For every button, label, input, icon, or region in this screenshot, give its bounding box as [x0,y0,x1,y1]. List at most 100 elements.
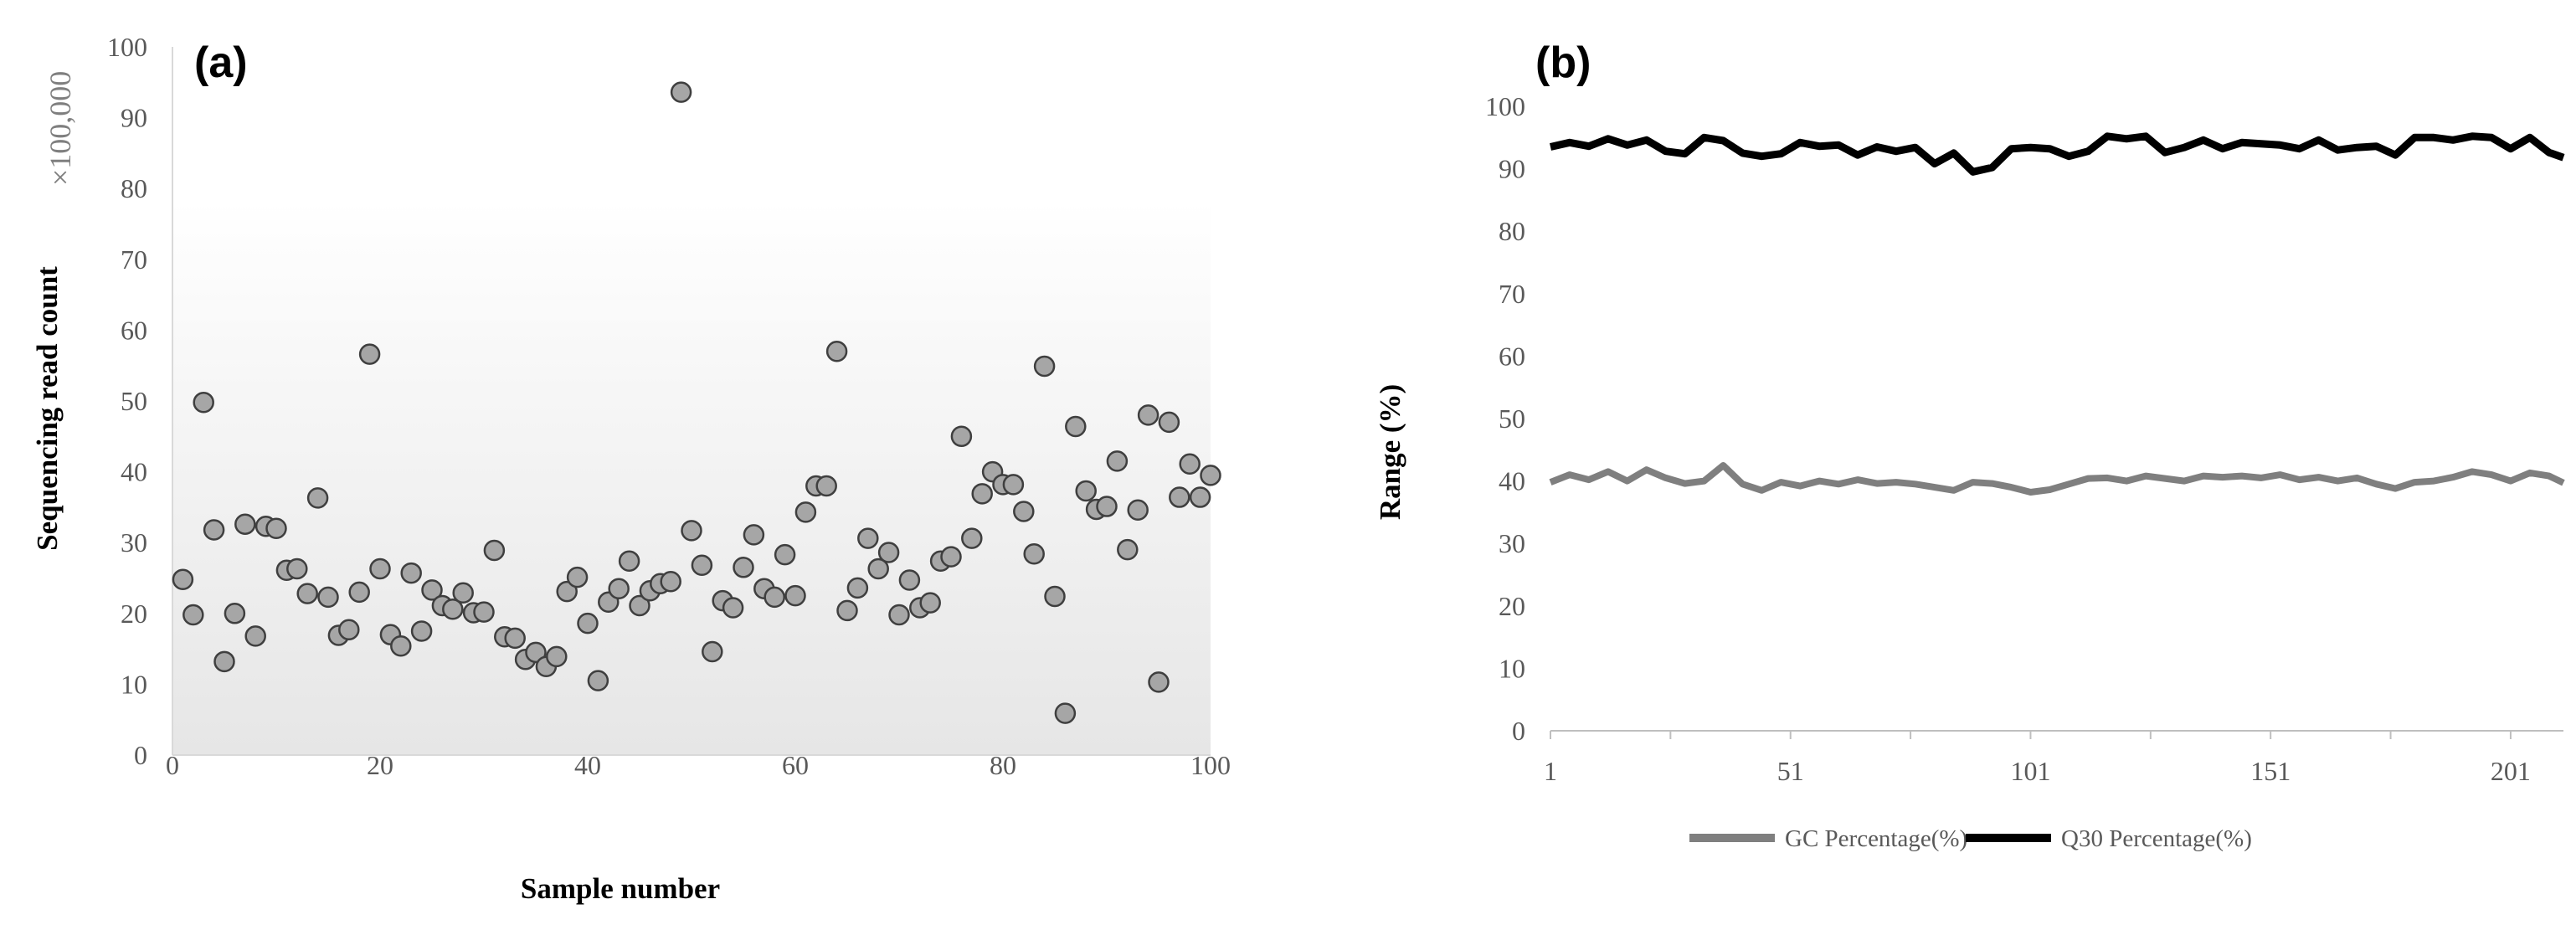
scatter-point [1002,474,1025,496]
scatter-point [836,599,858,622]
scatter-point [846,577,869,599]
panel-a-y-tick-label: 60 [121,315,147,345]
scatter-point [784,584,806,607]
scatter-point [691,554,713,577]
scatter-point [183,604,204,626]
legend-label-q30: Q30 Percentage(%) [2061,825,2252,852]
scatter-point [296,583,318,604]
scatter-point [764,586,785,609]
panel-a-x-tick-label: 100 [1190,750,1231,780]
scatter-point [702,640,723,663]
scatter-point [733,557,754,578]
scatter-point [265,517,287,540]
panel-b-y-tick-label: 90 [1499,154,1525,184]
scatter-point [483,539,506,562]
scatter-point [400,562,422,584]
panel-a-x-tick-label: 80 [990,750,1016,780]
scatter-point [1096,496,1118,517]
scatter-point [203,519,225,541]
scatter-point [961,527,983,549]
scatter-point [286,557,308,580]
panel-b-y-tick-label: 20 [1499,591,1525,621]
scatter-point [566,566,589,588]
panel-b-y-tick-label: 80 [1499,216,1525,246]
scatter-point [1158,411,1180,434]
scatter-point [193,391,214,414]
panel-b-x-tick-label: 51 [1777,756,1804,786]
scatter-point [794,501,817,523]
scatter-point [369,557,391,580]
legend-label-gc: GC Percentage(%) [1785,825,1967,852]
scatter-point [950,425,973,448]
scatter-point [608,578,630,599]
scatter-point [338,619,360,641]
panel-b-y-tick-label: 100 [1485,91,1525,121]
scatter-point [877,542,900,563]
scatter-point [1033,355,1056,378]
panel-a-label: (a) [194,39,248,87]
scatter-point [857,527,879,549]
scatter-point [1179,453,1201,475]
panel-a-y-tick-label: 50 [121,386,147,416]
panel-a-y-tick-label: 70 [121,244,147,275]
scatter-point [1023,542,1045,565]
panel-b-y-tick-label: 10 [1499,653,1525,683]
panel-a-y-axis-title: Sequencing read count [31,266,64,551]
panel-a-x-axis-title: Sample number [521,872,720,905]
scatter-point [1044,585,1066,608]
scatter-point [1075,480,1097,502]
scatter-point [556,580,578,603]
panel-a-axes: 0 10 20 30 40 50 60 70 80 90 100 0 20 40 60 80 100 [107,32,1231,780]
scatter-point [546,645,568,668]
panel-b-y-tick-label: 50 [1499,403,1525,434]
panel-a-y-tick-label: 0 [134,740,147,770]
panel-b-x-tick-label: 151 [2250,756,2291,786]
scatter-point [774,543,796,566]
scatter-point [722,597,744,619]
scatter-point [1137,404,1159,426]
panel-b-y-tick-label: 30 [1499,528,1525,558]
scatter-point [317,586,339,609]
scatter-point [421,579,443,601]
panel-a-y-tick-label: 20 [121,599,147,629]
panel-b-y-tick-label: 70 [1499,279,1525,309]
scatter-point [1106,450,1129,472]
panel-b-legend: GC Percentage(%) Q30 Percentage(%) [1689,825,2252,852]
scatter-point [224,603,246,624]
panel-b-lines [1549,132,2565,496]
scatter-point [681,520,702,542]
gc-percentage-line [1549,462,2565,496]
scatter-point [629,594,650,617]
scatter-point [504,627,526,650]
panel-a-x-tick-label: 20 [367,750,393,780]
scatter-point [410,620,433,642]
scatter-point [577,612,599,635]
panel-a-x-tick-label: 60 [782,750,809,780]
scatter-point [587,670,609,691]
panel-a-unit-label: ×100,000 [44,71,77,186]
panel-b-x-tick-label: 1 [1544,756,1557,786]
scatter-point [172,568,194,590]
scatter-point [618,550,640,572]
scatter-point [1148,671,1170,693]
panel-b-x-tick-label: 201 [2491,756,2531,786]
scatter-point [525,641,547,664]
scatter-point [888,604,910,626]
panel-b-x-tick-label: 101 [2010,756,2050,786]
scatter-point [244,625,266,647]
scatter-point [743,524,765,546]
panel-a-y-tick-label: 40 [121,457,147,487]
scatter-point [670,81,692,103]
scatter-point [358,343,381,365]
panel-a-points [172,81,1221,724]
scatter-point [825,341,848,362]
scatter-point [452,582,474,604]
panel-a-y-tick-label: 100 [107,32,147,62]
scatter-point [1013,501,1035,522]
scatter-point [1200,465,1221,486]
scatter-point [1065,415,1087,438]
panel-b-y-axis-title: Range (%) [1374,384,1406,520]
scatter-point [919,592,941,614]
